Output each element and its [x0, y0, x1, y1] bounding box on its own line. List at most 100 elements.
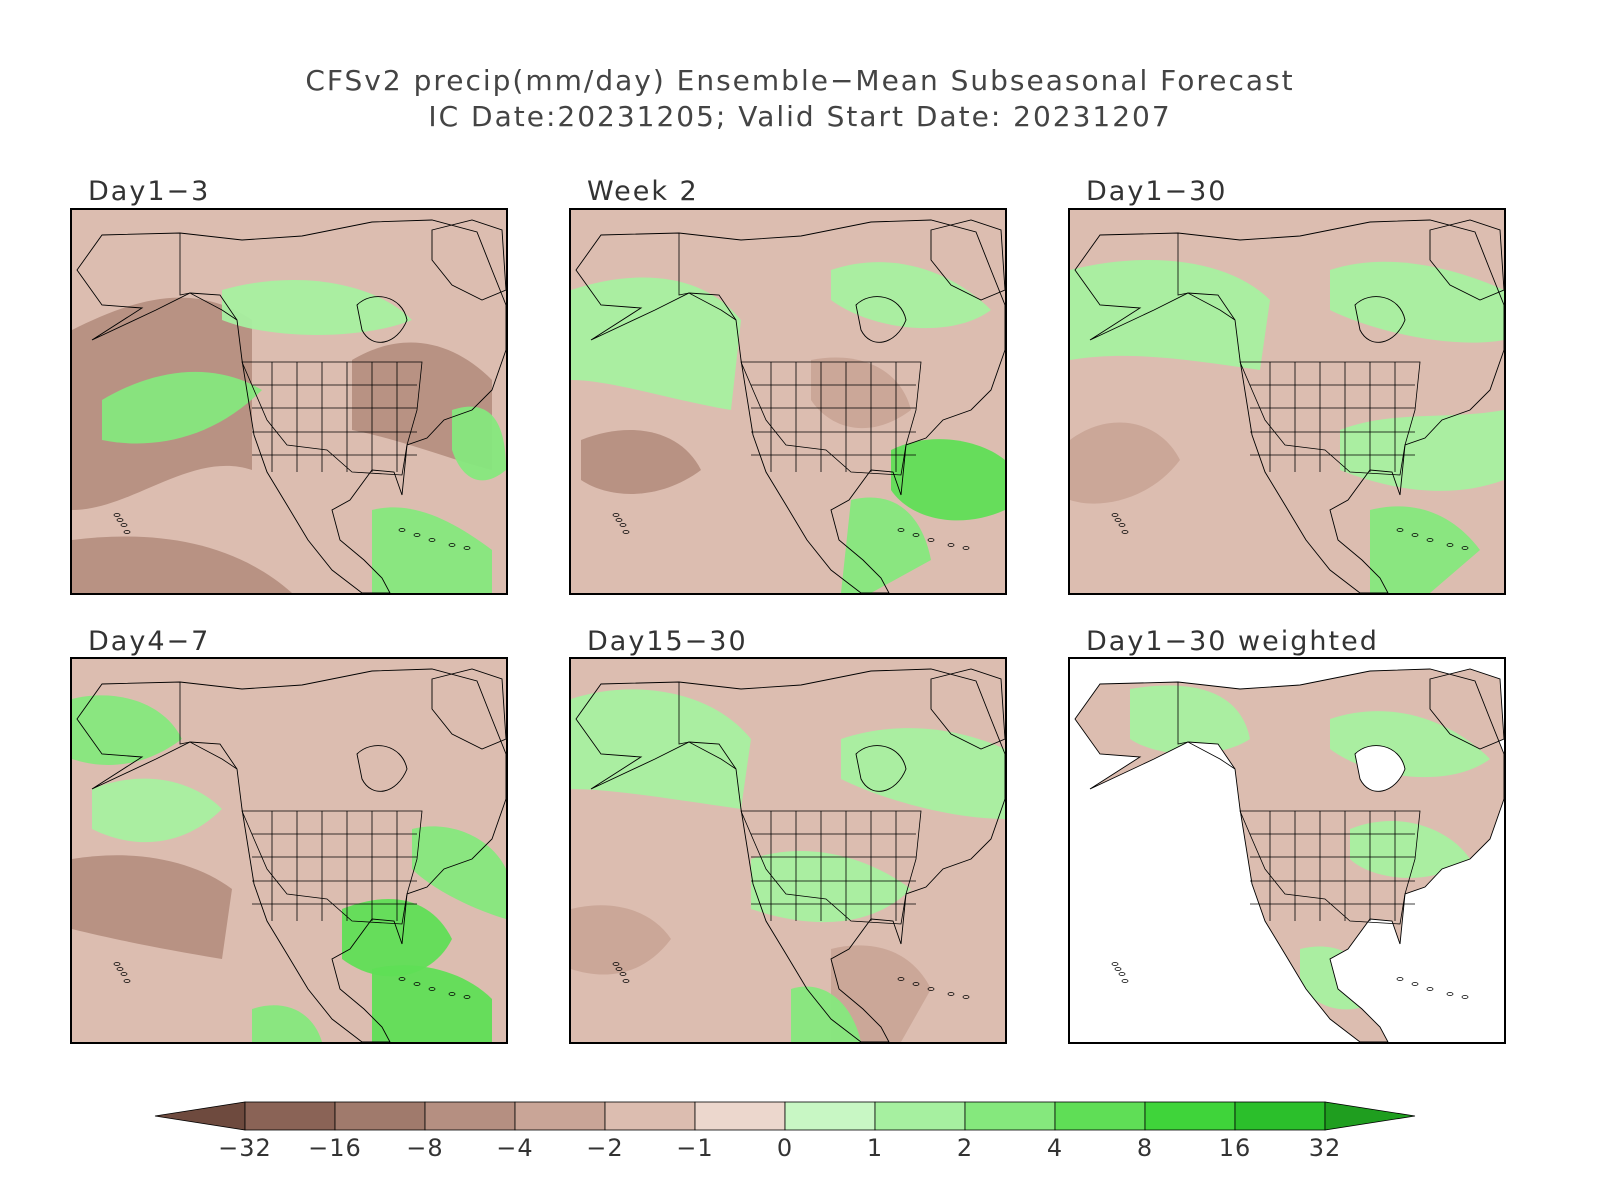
colorbar-box [604, 1101, 696, 1131]
precip-map-day4-7 [72, 659, 506, 1042]
colorbar-tick-label: 8 [1136, 1134, 1154, 1162]
precip-anomaly-region [891, 439, 1005, 521]
island-outline [1446, 543, 1454, 547]
island-outline [1114, 518, 1122, 522]
hudson-bay-outline [855, 745, 907, 792]
islands [113, 513, 471, 550]
alaska-border [1177, 682, 1236, 770]
colorbar-tick-label: −2 [586, 1134, 624, 1162]
map-panel-day1-30-weighted [1068, 657, 1506, 1044]
colorbar-tick-label: 4 [1046, 1134, 1064, 1162]
island-outline [1118, 523, 1126, 527]
island-outline [1411, 533, 1419, 537]
island-outline [116, 967, 124, 971]
alaska-border [179, 233, 238, 321]
island-outline [1111, 513, 1119, 517]
island-outline [612, 513, 620, 517]
precip-anomaly-region [841, 497, 931, 593]
us-state-borders [678, 682, 922, 925]
map-panel-day15-30 [569, 657, 1007, 1044]
map-panel-day1-30 [1068, 208, 1506, 595]
panel-label-day1-30: Day1−30 [1086, 176, 1228, 207]
precip-anomaly-region [72, 536, 292, 593]
map-panel-week2 [569, 208, 1007, 595]
subtitle-dates: IC Date:20231205; Valid Start Date: 2023… [428, 100, 1172, 133]
state-lines [740, 361, 922, 476]
colorbar-box [1144, 1101, 1236, 1131]
island-outline [448, 992, 456, 996]
islands [113, 962, 471, 999]
islands [612, 513, 970, 550]
anomaly-layer [571, 262, 1005, 593]
island-outline [1111, 962, 1119, 966]
precip-anomaly-region [222, 280, 412, 335]
island-outline [1426, 538, 1434, 542]
precip-map-day1-30 [1070, 210, 1504, 593]
islands [1111, 962, 1469, 999]
state-lines [740, 810, 922, 925]
precip-anomaly-region [571, 905, 671, 975]
colorbar-tick-label: 0 [776, 1134, 794, 1162]
precip-anomaly-region [841, 728, 1005, 819]
precip-map-week2 [571, 210, 1005, 593]
island-outline [1461, 546, 1469, 550]
alaska-border [179, 682, 238, 770]
precip-anomaly-region [811, 357, 911, 429]
island-outline [428, 538, 436, 542]
colorbar-tick-label: −32 [218, 1134, 272, 1162]
precip-anomaly-region [1070, 422, 1180, 504]
island-outline [622, 979, 630, 983]
island-outline [120, 972, 128, 976]
island-outline [398, 977, 406, 981]
island-outline [463, 546, 471, 550]
greenland-coastline [431, 668, 506, 750]
panel-label-day4-7: Day4−7 [88, 626, 211, 657]
panel-label-day1-3: Day1−3 [88, 176, 211, 207]
colorbar-box [1054, 1101, 1146, 1131]
precip-anomaly-region [571, 277, 741, 410]
greenland-coastline [930, 219, 1005, 301]
colorbar-box [874, 1101, 966, 1131]
island-outline [428, 987, 436, 991]
precip-anomaly-region [372, 965, 492, 1042]
state-lines [241, 361, 423, 476]
island-outline [962, 995, 970, 999]
colorbar-box [334, 1101, 426, 1131]
colorbar-box [424, 1101, 516, 1131]
colorbar-box [1234, 1101, 1326, 1131]
precip-anomaly-region [92, 778, 222, 843]
panel-label-day15-30: Day15−30 [587, 626, 748, 657]
island-outline [622, 530, 630, 534]
main-title: CFSv2 precip(mm/day) Ensemble−Mean Subse… [305, 64, 1295, 97]
colorbar-box [514, 1101, 606, 1131]
panel-label-day1-30-weighted: Day1−30 weighted [1086, 626, 1379, 657]
island-outline [113, 962, 121, 966]
anomaly-layer [72, 695, 506, 1042]
island-outline [1121, 530, 1129, 534]
precip-map-day1-30-weighted [1070, 659, 1504, 1042]
island-outline [912, 982, 920, 986]
precip-anomaly-region [571, 689, 751, 809]
island-outline [1461, 995, 1469, 999]
island-outline [947, 992, 955, 996]
greenland-coastline [1429, 219, 1504, 301]
colorbar-box [694, 1101, 786, 1131]
island-outline [927, 538, 935, 542]
alaska-border [1177, 233, 1236, 321]
alaska-border [678, 682, 737, 770]
islands [612, 962, 970, 999]
colorbar-tick-label: −1 [676, 1134, 714, 1162]
coastline [575, 668, 1005, 1042]
colorbar-arrow-high [1324, 1101, 1416, 1131]
colorbar [154, 1101, 1416, 1131]
colorbar-box [964, 1101, 1056, 1131]
colorbar-box [244, 1101, 336, 1131]
greenland-coastline [930, 668, 1005, 750]
precip-map-day1-3 [72, 210, 506, 593]
state-lines [1239, 361, 1421, 476]
island-outline [1446, 992, 1454, 996]
greenland-coastline [1429, 668, 1504, 750]
island-outline [1118, 972, 1126, 976]
island-outline [1426, 987, 1434, 991]
hudson-bay-outline [356, 296, 408, 343]
